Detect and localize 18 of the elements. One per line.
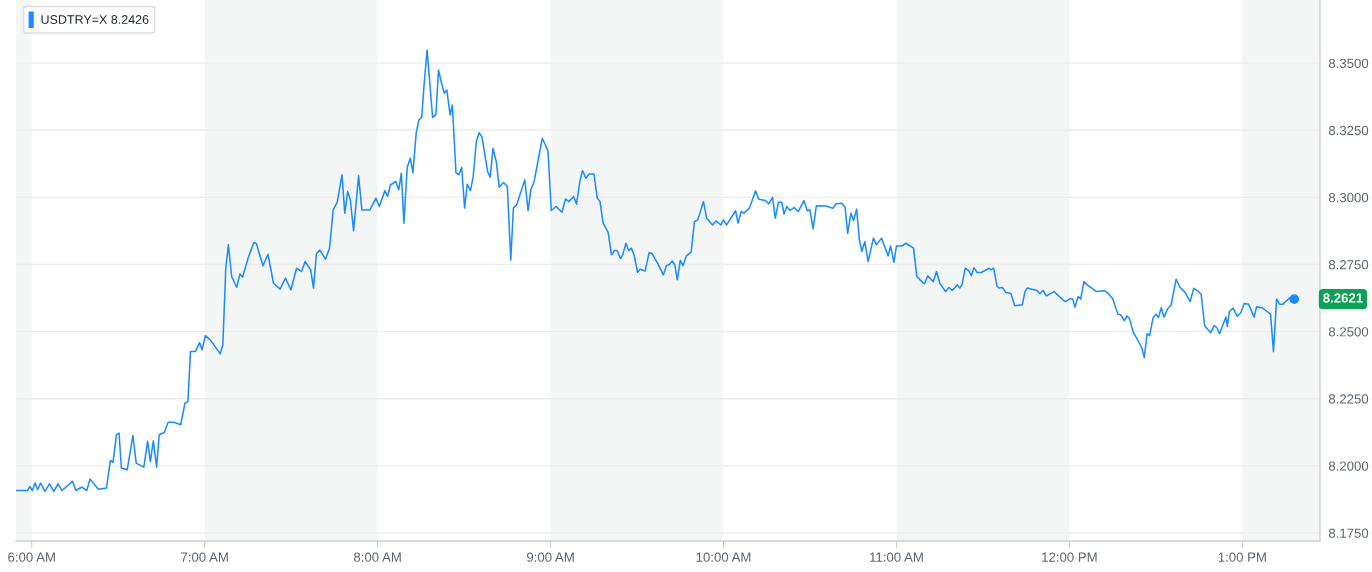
x-tick-label: 9:00 AM — [526, 552, 574, 562]
x-tick-label: 10:00 AM — [696, 552, 751, 562]
x-tick-label: 11:00 AM — [870, 552, 923, 562]
x-tick-label: 1:00 PM — [1218, 552, 1266, 562]
legend-label: USDTRY=X 8.2426 — [41, 15, 149, 24]
y-tick-label: 8.2250 — [1328, 394, 1369, 404]
y-tick-label: 8.2750 — [1328, 260, 1369, 270]
y-tick-label: 8.2000 — [1328, 461, 1369, 471]
y-tick-label: 8.2500 — [1328, 327, 1369, 337]
y-tick-label: 8.3250 — [1328, 125, 1369, 136]
x-tick-label: 6:00 AM — [8, 552, 55, 562]
y-tick-label: 8.3500 — [1328, 58, 1369, 69]
annotation: 8.2621 — [1323, 293, 1363, 303]
y-tick-label: 8.1750 — [1328, 528, 1369, 538]
x-tick-label: 7:00 AM — [181, 552, 228, 562]
x-tick-label: 8:00 AM — [354, 552, 401, 562]
y-tick-label: 8.3000 — [1328, 192, 1369, 203]
x-tick-label: 12:00 PM — [1042, 552, 1097, 562]
